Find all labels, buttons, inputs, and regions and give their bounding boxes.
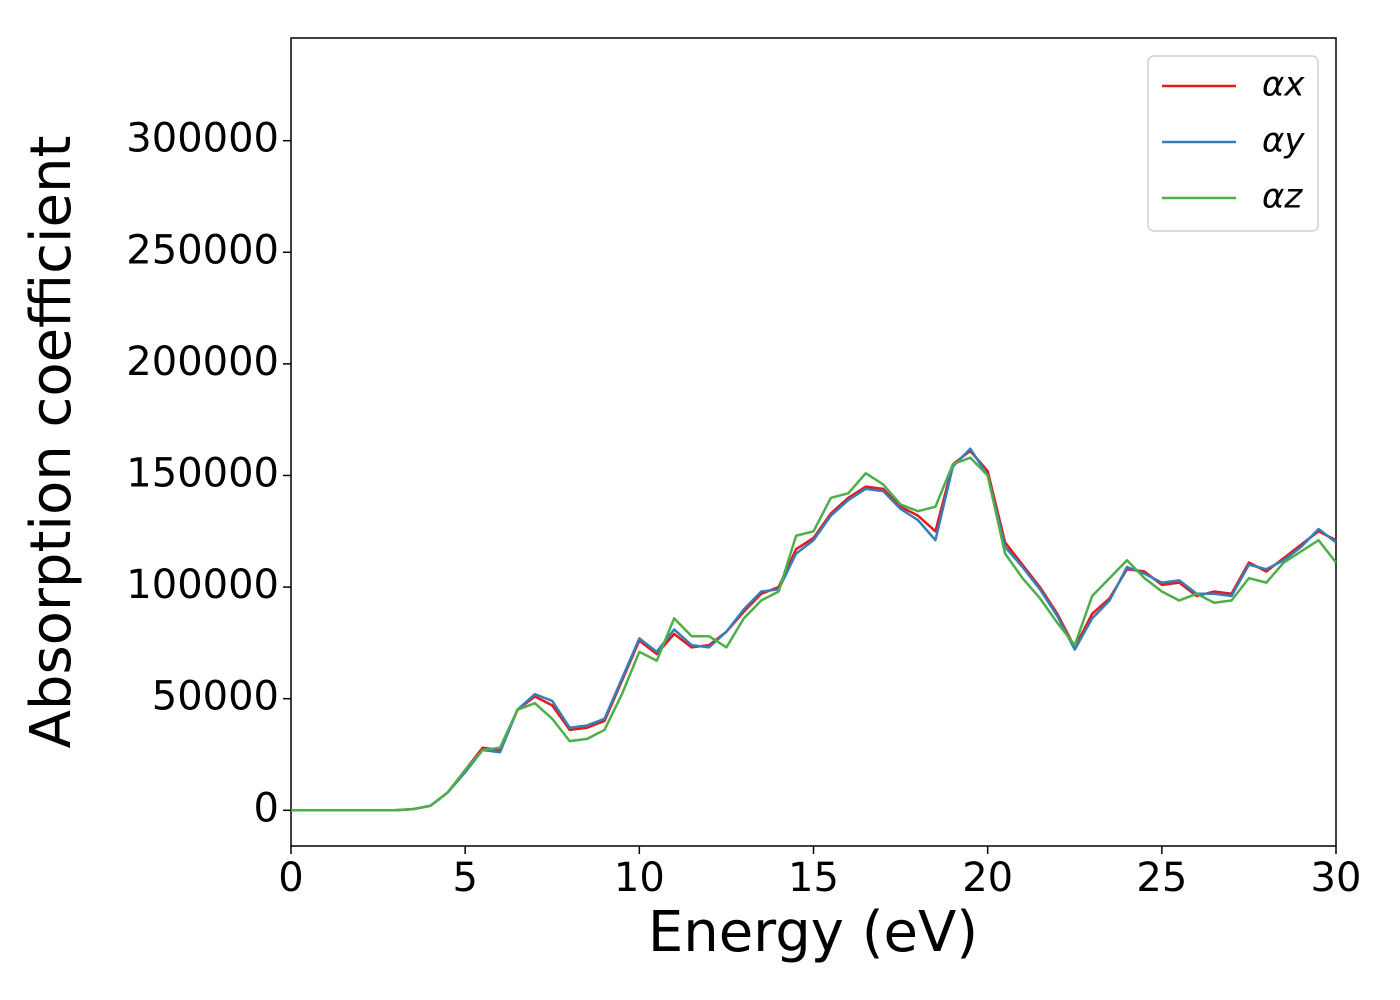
series-line <box>291 447 1337 812</box>
y-axis-label: Absorption coefficient <box>19 136 84 749</box>
x-tick-label: 0 <box>278 855 303 901</box>
x-tick-label: 10 <box>614 855 665 901</box>
legend-box <box>1147 55 1319 232</box>
legend-label: αx <box>1262 65 1305 105</box>
x-tick-label: 15 <box>788 855 839 901</box>
y-tick-label: 300000 <box>126 116 279 162</box>
y-tick-label: 150000 <box>126 450 279 496</box>
y-tick-label: 0 <box>254 785 279 831</box>
x-tick-label: 20 <box>962 855 1013 901</box>
series-line <box>291 449 1337 812</box>
x-axis-label: Energy (eV) <box>648 900 978 965</box>
x-tick-label: 25 <box>1136 855 1187 901</box>
x-tick-label: 30 <box>1311 855 1362 901</box>
legend-label: αz <box>1262 177 1303 217</box>
y-tick-label: 200000 <box>126 339 279 385</box>
y-tick-label: 50000 <box>152 674 279 720</box>
x-tick-label: 5 <box>452 855 477 901</box>
legend-label: αy <box>1262 121 1305 161</box>
series-line <box>291 456 1337 812</box>
y-tick-label: 250000 <box>126 227 279 273</box>
y-tick-label: 100000 <box>126 562 279 608</box>
